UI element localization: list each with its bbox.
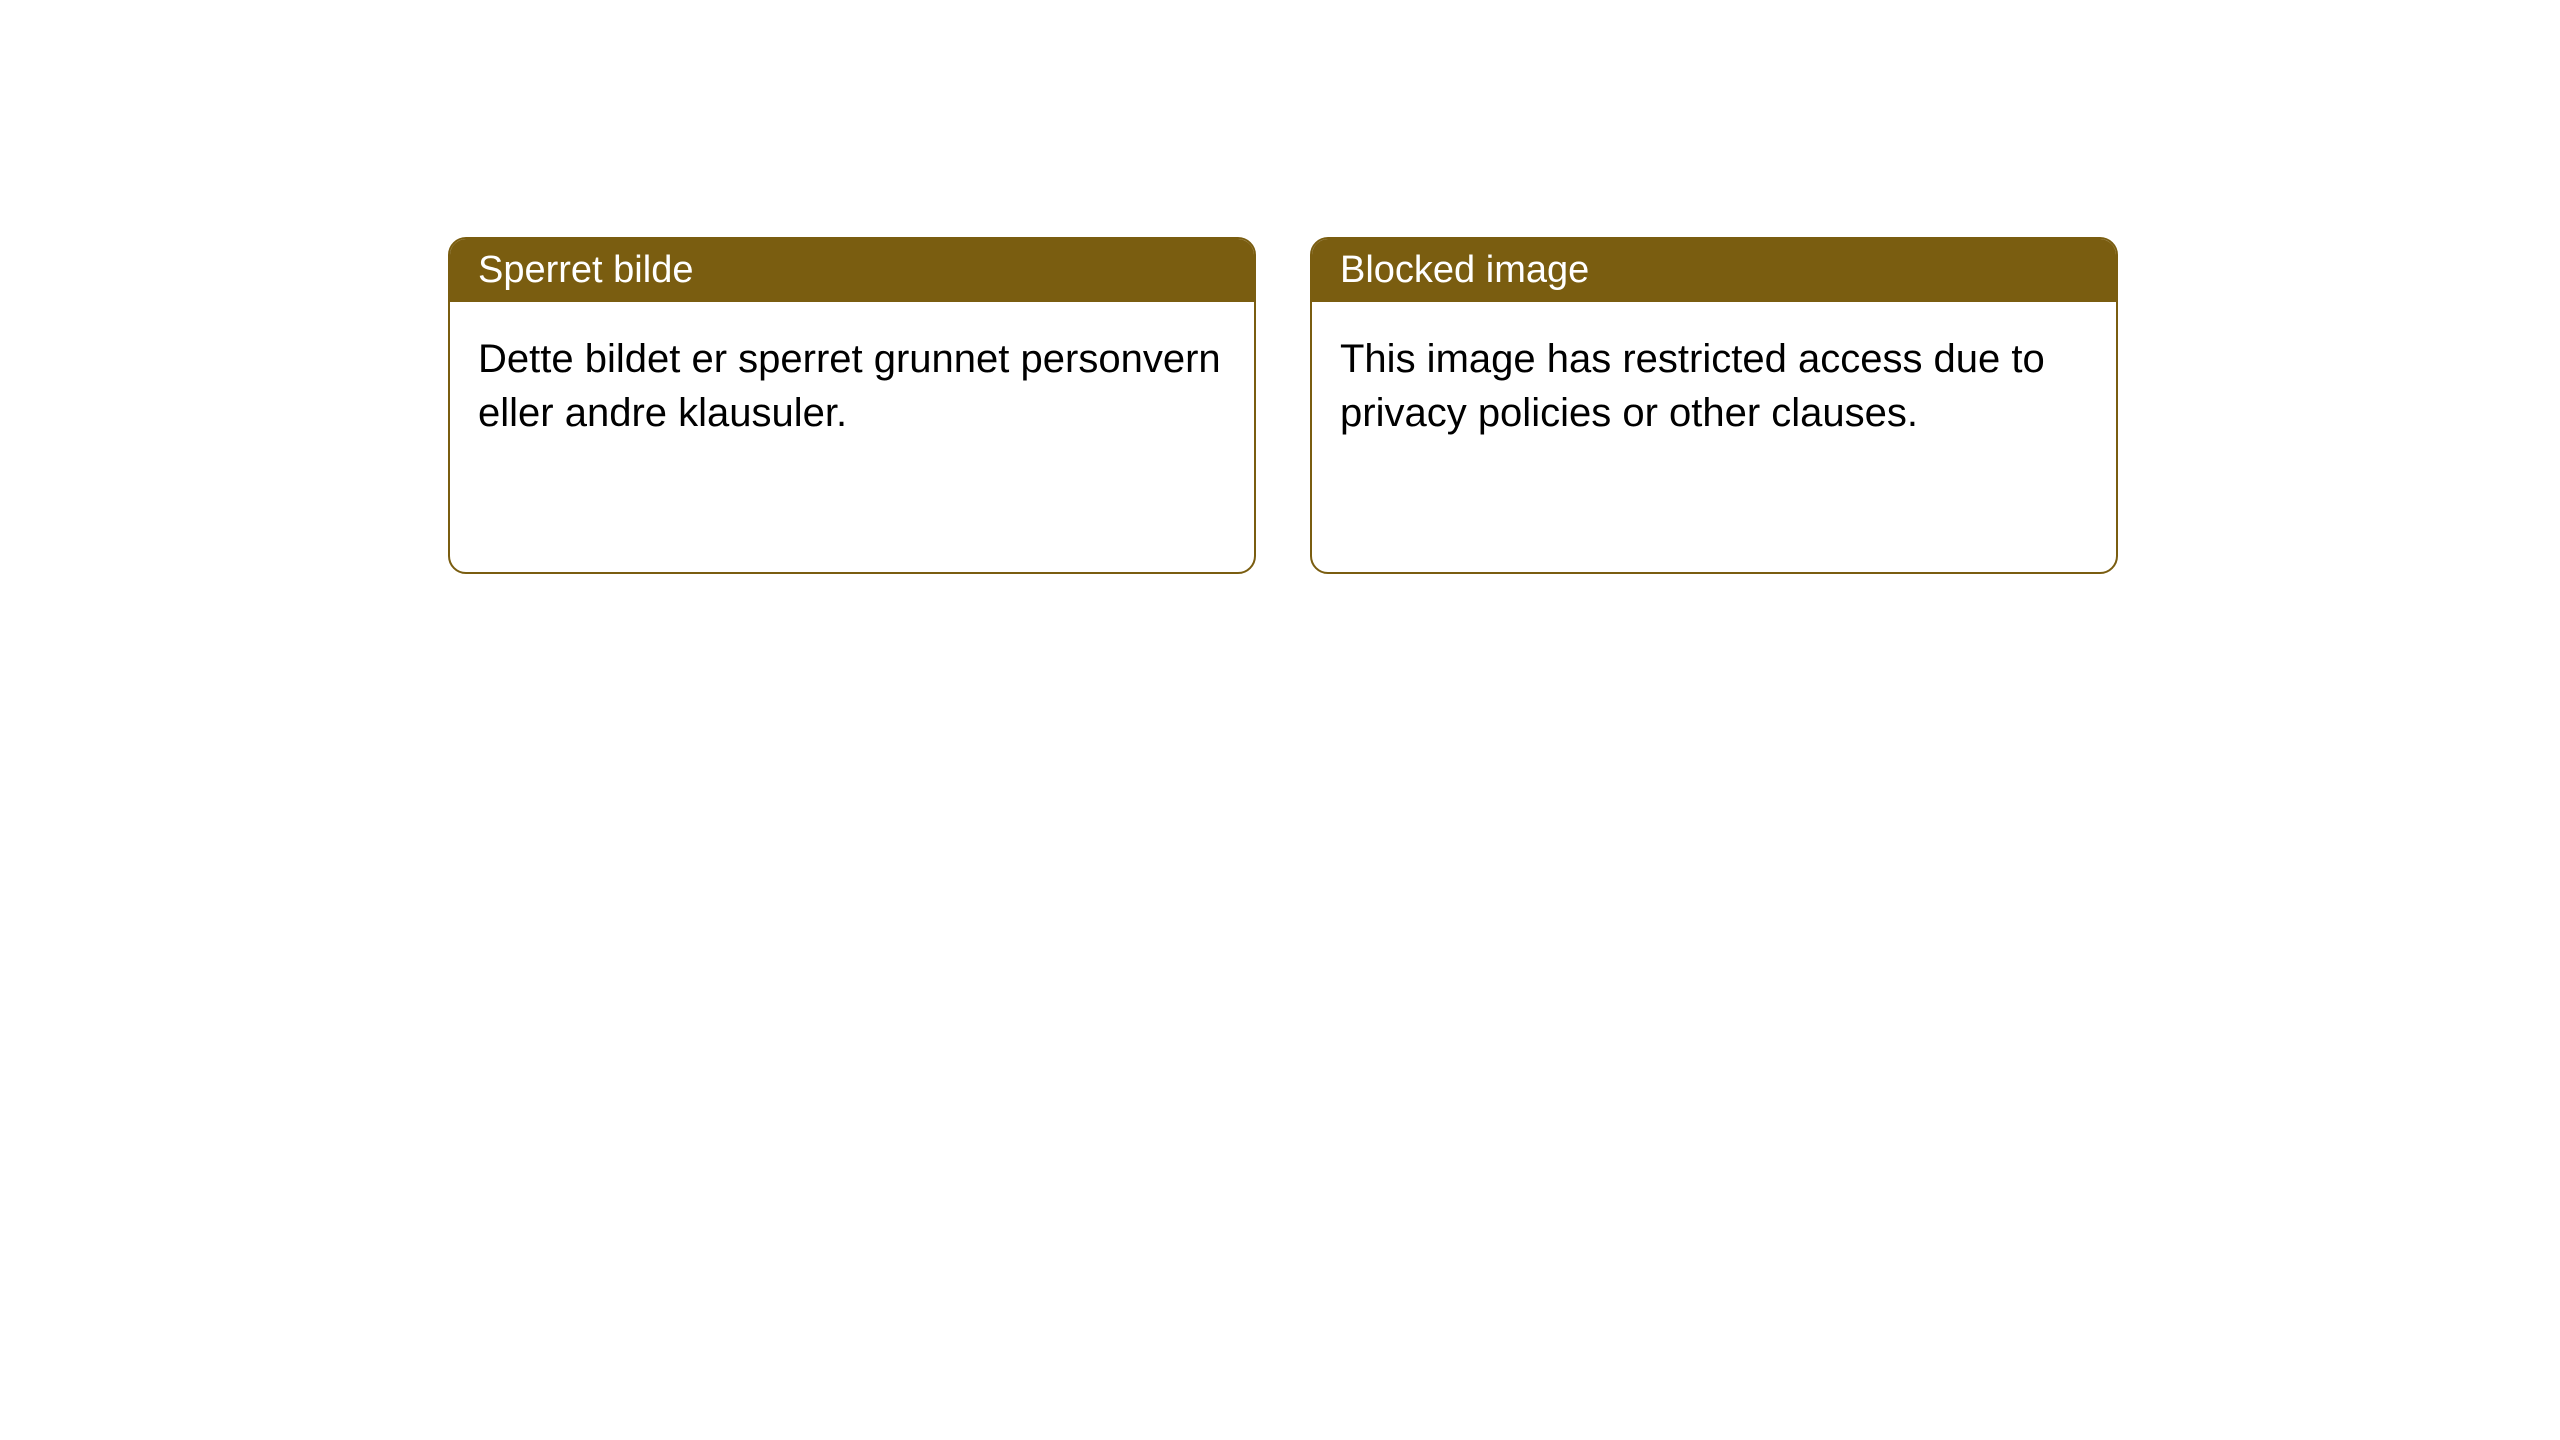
card-body: Dette bildet er sperret grunnet personve… xyxy=(450,302,1254,572)
card-body-text: Dette bildet er sperret grunnet personve… xyxy=(478,337,1221,435)
notice-cards-container: Sperret bilde Dette bildet er sperret gr… xyxy=(448,237,2118,574)
card-title: Blocked image xyxy=(1340,249,1589,291)
card-title: Sperret bilde xyxy=(478,249,693,291)
card-header: Blocked image xyxy=(1312,239,2116,302)
notice-card-english: Blocked image This image has restricted … xyxy=(1310,237,2118,574)
card-header: Sperret bilde xyxy=(450,239,1254,302)
card-body-text: This image has restricted access due to … xyxy=(1340,337,2045,435)
card-body: This image has restricted access due to … xyxy=(1312,302,2116,572)
notice-card-norwegian: Sperret bilde Dette bildet er sperret gr… xyxy=(448,237,1256,574)
